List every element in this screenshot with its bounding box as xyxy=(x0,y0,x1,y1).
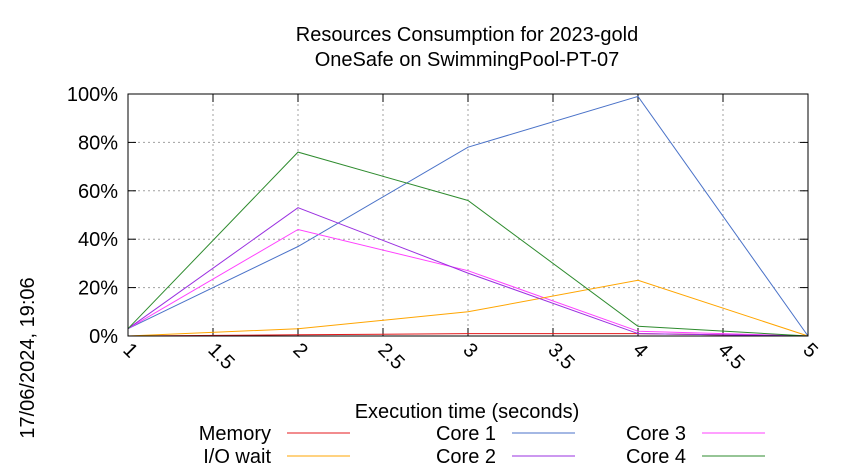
x-axis-label: Execution time (seconds) xyxy=(355,401,580,423)
legend-label: Core 1 xyxy=(436,423,496,445)
legend-label: Core 2 xyxy=(436,446,496,468)
series-line-i-o-wait xyxy=(127,279,809,337)
chart-title: Resources Consumption for 2023-gold xyxy=(296,24,638,46)
series-line-core-2 xyxy=(127,207,809,337)
y-tick-label: 0% xyxy=(89,326,118,348)
legend-label: I/O wait xyxy=(203,446,271,468)
x-tick-label: 3.5 xyxy=(543,339,578,374)
y-tick-label: 20% xyxy=(78,278,118,300)
y-tick-label: 60% xyxy=(78,181,118,203)
plot-frame xyxy=(127,93,809,337)
x-tick-label: 3 xyxy=(458,339,481,362)
y-axis-ticks: 0% 20% 40% 60% 80% 100% xyxy=(67,84,808,348)
timestamp-label: 17/06/2024, 19:06 xyxy=(17,277,39,438)
legend-label: Core 3 xyxy=(626,423,686,445)
x-tick-label: 2 xyxy=(288,339,311,362)
legend-label: Memory xyxy=(199,423,271,445)
x-tick-label: 4 xyxy=(628,339,651,362)
y-tick-label: 100% xyxy=(67,84,118,106)
legend-label: Core 4 xyxy=(626,446,686,468)
x-tick-label: 2.5 xyxy=(373,339,408,374)
legend: Memory Core 1 Core 3 I/O wait Core 2 Core 4 xyxy=(199,423,765,468)
x-tick-label: 4.5 xyxy=(713,339,748,374)
x-tick-label: 1 xyxy=(118,339,141,362)
x-tick-label: 5 xyxy=(798,339,821,362)
series-line-core-4 xyxy=(127,151,809,337)
x-tick-label: 1.5 xyxy=(203,339,238,374)
series-lines xyxy=(127,95,809,337)
y-tick-label: 80% xyxy=(78,132,118,154)
grid-lines xyxy=(128,94,808,336)
chart-subtitle: OneSafe on SwimmingPool-PT-07 xyxy=(315,49,620,71)
series-line-core-1 xyxy=(127,95,809,337)
series-line-core-3 xyxy=(127,228,809,337)
y-tick-label: 40% xyxy=(78,229,118,251)
